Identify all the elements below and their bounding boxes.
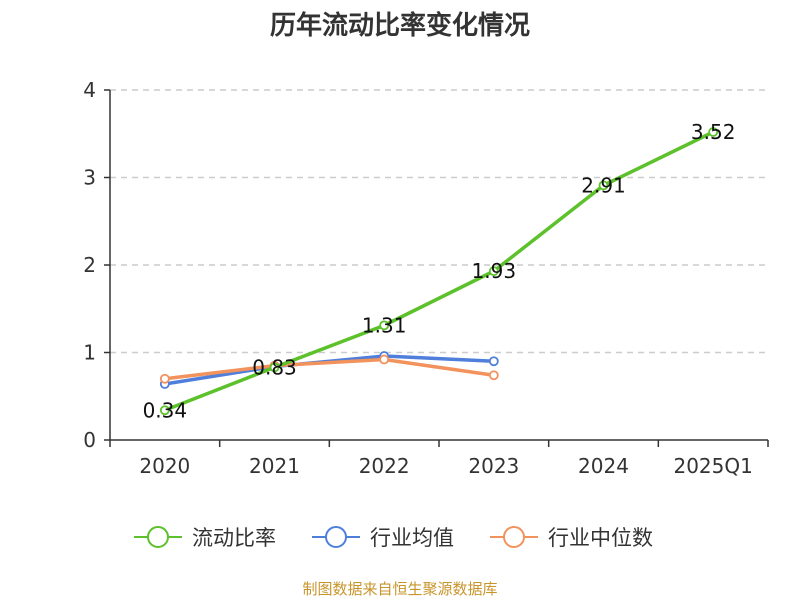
- data-point-1: [488, 356, 499, 367]
- data-label: 3.52: [691, 120, 736, 144]
- y-tick-label: 3: [83, 166, 96, 190]
- data-point-0: [708, 127, 719, 137]
- x-tick-label: 2024: [578, 454, 629, 478]
- data-point-2: [488, 370, 499, 381]
- legend-label-0: 流动比率: [192, 526, 276, 550]
- data-label: 0.34: [143, 398, 188, 422]
- data-label: 1.31: [362, 313, 407, 337]
- legend: 流动比率 行业均值 行业中位数: [134, 526, 653, 550]
- data-point-0: [379, 320, 390, 331]
- y-tick-label: 0: [83, 428, 96, 452]
- data-labels: 0.34 0.83 1.31 1.93 2.91 3.52: [143, 120, 736, 422]
- data-label: 1.93: [472, 259, 517, 283]
- series-layer: [159, 127, 719, 416]
- series-line-2: [164, 357, 495, 381]
- axes: 0 1 2 3 4 2020 2021 2022 2023 2024 2025Q1: [83, 78, 769, 478]
- x-tick-label: 2023: [468, 454, 519, 478]
- data-label: 2.91: [581, 173, 626, 197]
- legend-marker-0: [147, 526, 169, 548]
- series-line-1: [164, 354, 494, 386]
- x-tick-label: 2021: [249, 454, 300, 478]
- data-point-0: [159, 405, 170, 416]
- x-tick-label: 2020: [139, 454, 190, 478]
- y-tick-label: 4: [83, 78, 96, 102]
- data-point-0: [488, 266, 499, 277]
- x-tick-label: 2025Q1: [673, 454, 752, 478]
- data-point-2: [379, 354, 390, 365]
- y-tick-label: 1: [83, 341, 96, 365]
- source-note: 制图数据来自恒生聚源数据库: [302, 580, 497, 598]
- legend-marker-1: [325, 526, 347, 548]
- data-point-0: [269, 362, 280, 373]
- legend-label-1: 行业均值: [370, 526, 454, 550]
- y-tick-label: 2: [83, 253, 96, 277]
- grid-lines: [110, 89, 768, 354]
- legend-label-2: 行业中位数: [548, 526, 653, 550]
- series-line-0: [164, 130, 714, 412]
- chart-title: 历年流动比率变化情况: [270, 10, 530, 41]
- data-label: 0.83: [252, 355, 297, 379]
- legend-marker-2: [503, 526, 525, 548]
- x-tick-label: 2022: [359, 454, 410, 478]
- data-point-0: [598, 180, 609, 191]
- data-point-2: [159, 373, 170, 384]
